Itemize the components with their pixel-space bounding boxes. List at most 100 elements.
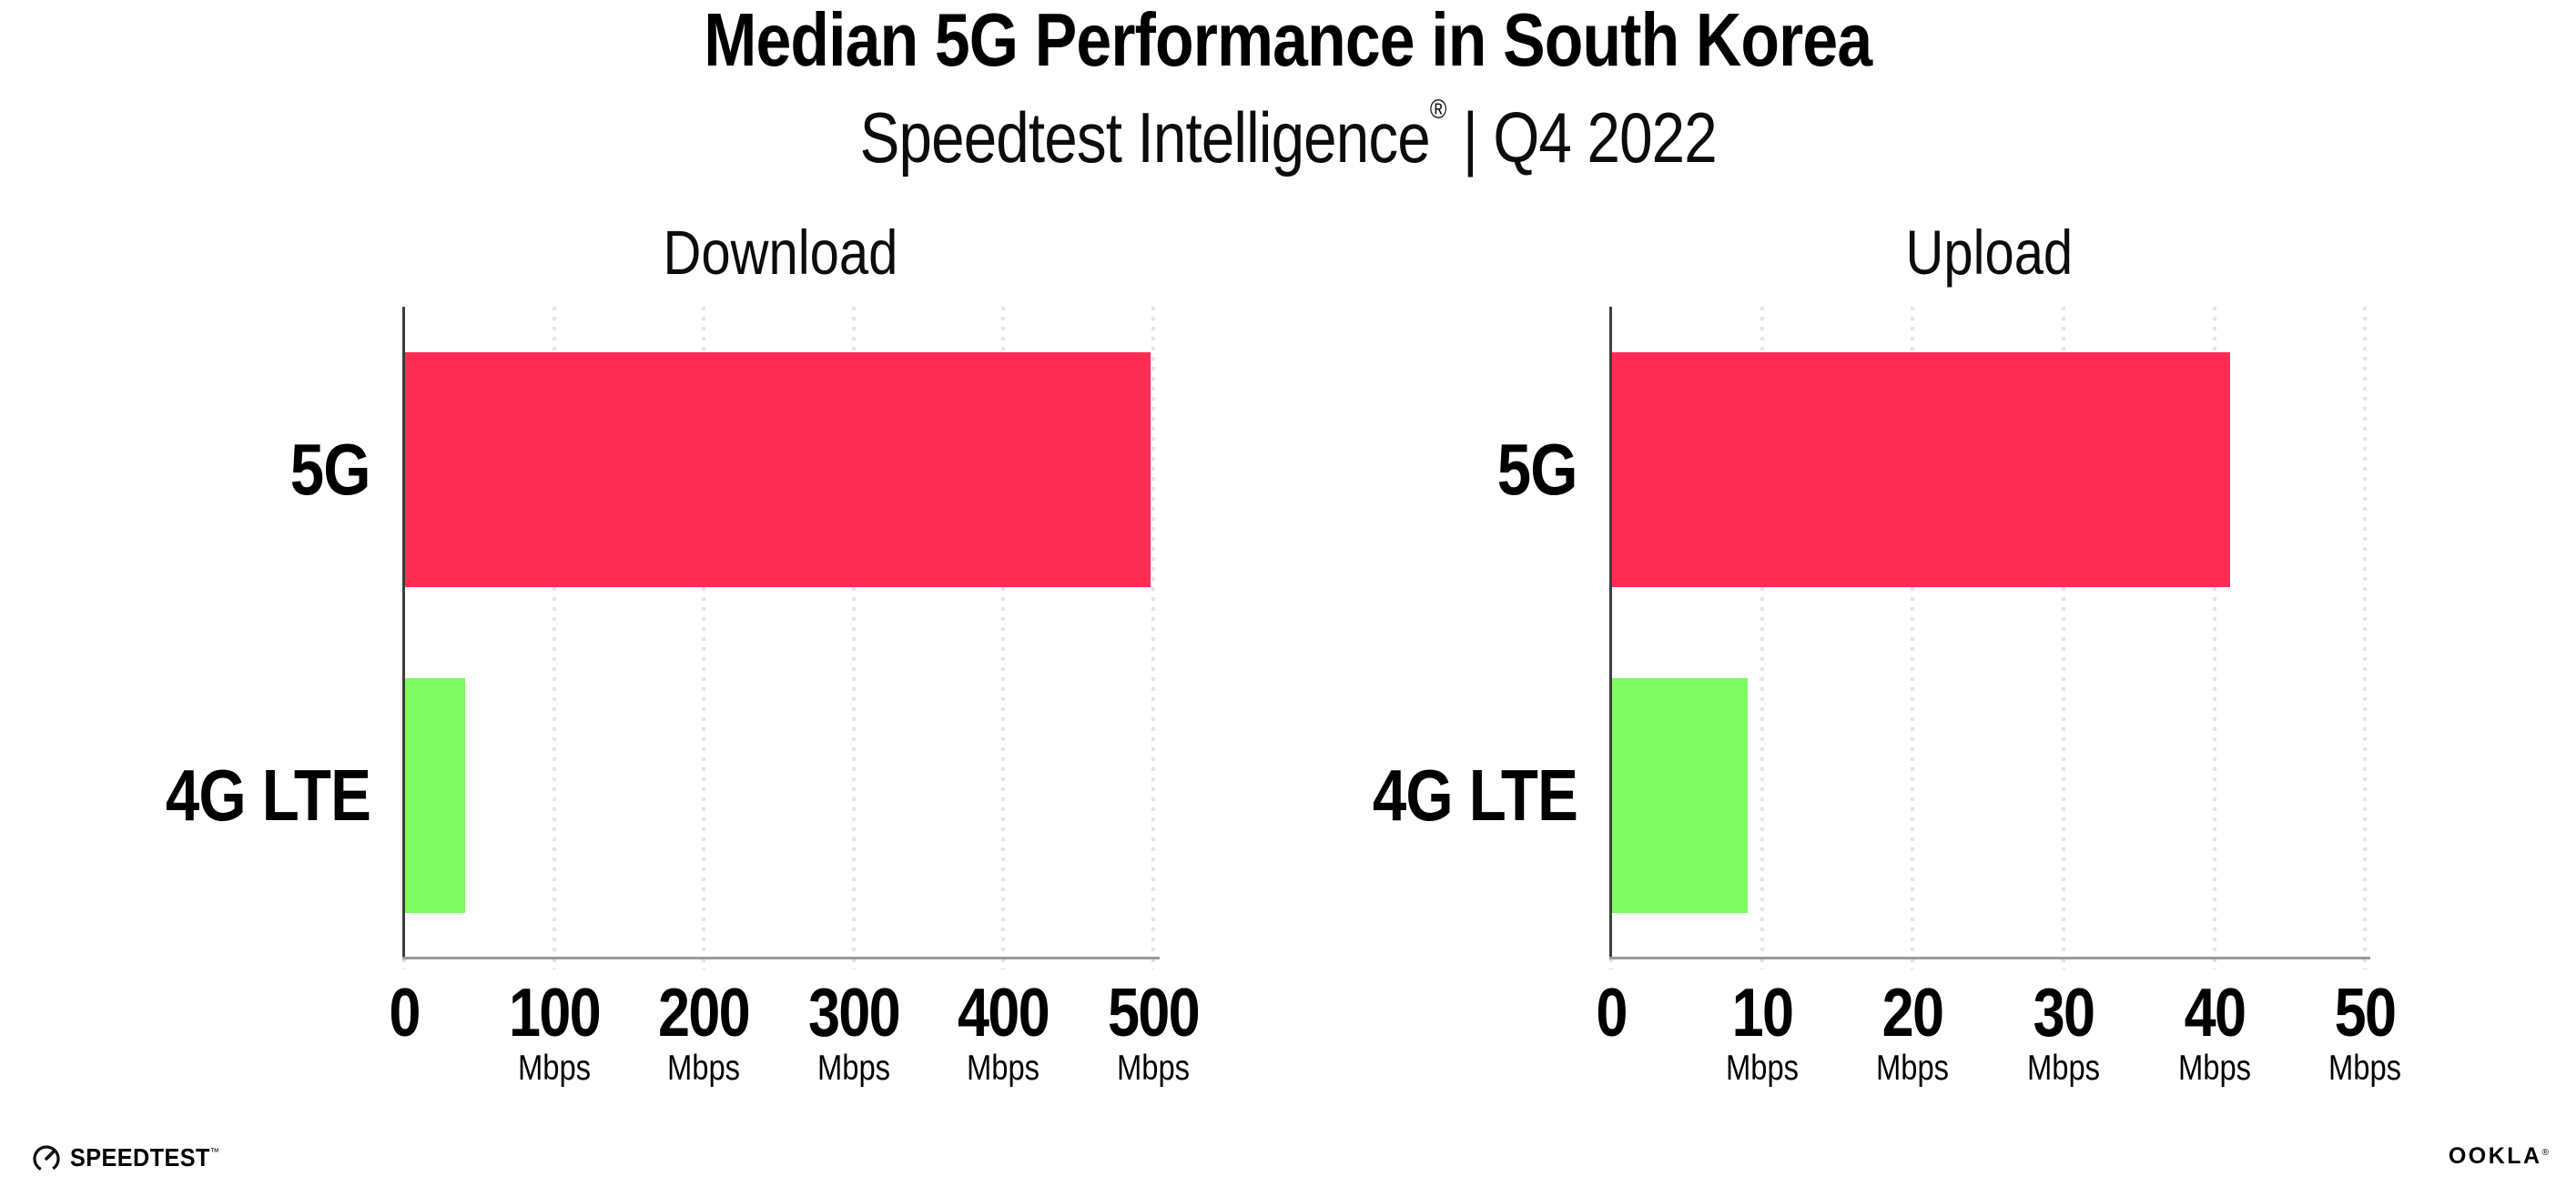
tick-label-20-upload: 20 Mbps [1803, 978, 2022, 1089]
chart-title-upload: Upload [1611, 221, 2367, 284]
y-axis-upload [1609, 307, 1612, 959]
gridline-30-upload [2062, 307, 2065, 957]
axis-tick-50-upload [2363, 959, 2368, 969]
category-label-5g-upload: 5G [1195, 429, 1578, 510]
tick-value-0-upload: 0 [1596, 974, 1628, 1050]
axis-tick-100-download [552, 959, 556, 969]
tick-label-40-upload: 40 Mbps [2105, 978, 2324, 1089]
tick-value-200-download: 200 [658, 974, 751, 1050]
tick-label-content-0-upload: 0 [1519, 978, 1703, 1047]
axis-tick-0-upload [1609, 959, 1613, 969]
chart-title-download: Download [404, 221, 1156, 284]
tick-label-content-100-download: 100 Mbps [462, 978, 646, 1089]
tick-label-content-10-upload: 10 Mbps [1670, 978, 1854, 1089]
axis-tick-30-upload [2062, 959, 2065, 969]
tick-value-10-upload: 10 [1731, 974, 1793, 1050]
category-label-text-5g-upload: 5G [1497, 429, 1578, 510]
tick-value-100-download: 100 [508, 974, 601, 1050]
chart-title-text-download: Download [663, 218, 898, 288]
gridline-200-download [702, 307, 706, 957]
gridline-100-download [552, 307, 556, 957]
tick-label-content-30-upload: 30 Mbps [1972, 978, 2155, 1089]
axis-tick-40-upload [2212, 959, 2216, 969]
subtitle-brand: Speedtest Intelligence [859, 97, 1430, 178]
category-label-text-4g-lte-upload: 4G LTE [1372, 755, 1578, 836]
tick-unit-300-download: Mbps [816, 1049, 890, 1088]
category-label-4g-lte-download: 4G LTE [0, 755, 371, 836]
axis-tick-10-upload [1760, 959, 1764, 969]
tick-label-0-download: 0 [295, 978, 513, 1047]
axis-tick-300-download [851, 959, 856, 969]
tick-unit-100-download: Mbps [517, 1049, 591, 1088]
tick-label-100-download: 100 Mbps [445, 978, 664, 1089]
tick-label-content-0-download: 0 [312, 978, 496, 1047]
subtitle-period: | Q4 2022 [1446, 97, 1718, 178]
tick-label-content-500-download: 500 Mbps [1061, 978, 1245, 1089]
gridline-500-download [1151, 307, 1155, 957]
gridline-50-upload [2363, 307, 2368, 957]
tick-unit-50-upload: Mbps [2328, 1049, 2402, 1088]
axis-tick-20-upload [1911, 959, 1915, 969]
speedtest-wordmark: SPEEDTEST™ [70, 1143, 219, 1172]
tick-value-40-upload: 40 [2184, 974, 2246, 1050]
tick-label-400-download: 400 Mbps [894, 978, 1112, 1089]
tick-label-300-download: 300 Mbps [745, 978, 963, 1089]
category-label-5g-download: 5G [0, 429, 371, 510]
category-label-text-4g-lte-download: 4G LTE [165, 755, 371, 836]
tick-value-500-download: 500 [1107, 974, 1201, 1050]
tick-label-content-400-download: 400 Mbps [911, 978, 1095, 1089]
subtitle-text: Speedtest Intelligence® | Q4 2022 [859, 95, 1718, 178]
tick-label-content-50-upload: 50 Mbps [2274, 978, 2458, 1089]
trademark-mark: ™ [209, 1147, 220, 1158]
tick-unit-30-upload: Mbps [2026, 1049, 2101, 1088]
ookla-wordmark: OOKLA® [2449, 1143, 2549, 1169]
tick-value-400-download: 400 [958, 974, 1050, 1050]
x-axis-download [402, 957, 1160, 959]
bar-4g-lte-upload [1612, 678, 1749, 913]
gridline-40-upload [2212, 307, 2216, 957]
chart-title-text-upload: Upload [1905, 218, 2073, 288]
bar-5g-download [405, 352, 1151, 587]
plot-area-upload [1611, 307, 2368, 957]
tick-label-content-200-download: 200 Mbps [612, 978, 796, 1089]
tick-value-300-download: 300 [807, 974, 901, 1050]
y-axis-download [402, 307, 405, 959]
speedtest-gauge-icon [33, 1145, 60, 1172]
tick-label-0-upload: 0 [1502, 978, 1720, 1047]
tick-label-10-upload: 10 Mbps [1653, 978, 1871, 1089]
tick-label-30-upload: 30 Mbps [1954, 978, 2173, 1089]
category-label-text-5g-download: 5G [290, 429, 371, 510]
tick-value-50-upload: 50 [2334, 974, 2397, 1050]
speedtest-logo: SPEEDTEST™ [30, 1140, 236, 1176]
axis-tick-200-download [702, 959, 706, 969]
ookla-wordmark-text: OOKLA [2448, 1143, 2542, 1169]
tick-label-500-download: 500 Mbps [1044, 978, 1263, 1089]
tick-value-20-upload: 20 [1881, 974, 1944, 1050]
tick-unit-20-upload: Mbps [1876, 1049, 1950, 1088]
tick-label-50-upload: 50 Mbps [2256, 978, 2474, 1089]
gridline-20-upload [1911, 307, 1915, 957]
gridline-10-upload [1760, 307, 1764, 957]
ookla-registered-mark: ® [2541, 1148, 2549, 1158]
category-label-4g-lte-upload: 4G LTE [1195, 755, 1578, 836]
bar-5g-upload [1612, 352, 2231, 587]
plot-area-download [404, 307, 1156, 957]
tick-unit-200-download: Mbps [667, 1049, 741, 1088]
tick-unit-40-upload: Mbps [2177, 1049, 2251, 1088]
axis-tick-400-download [1001, 959, 1006, 969]
tick-value-0-download: 0 [389, 974, 421, 1050]
axis-tick-500-download [1151, 959, 1155, 969]
axis-tick-0-download [402, 959, 406, 969]
tick-unit-400-download: Mbps [967, 1049, 1040, 1088]
ookla-logo: OOKLA® [2330, 1143, 2549, 1170]
gridline-400-download [1001, 307, 1006, 957]
bar-4g-lte-download [405, 678, 465, 913]
tick-label-content-20-upload: 20 Mbps [1821, 978, 2005, 1089]
tick-unit-10-upload: Mbps [1725, 1049, 1799, 1088]
page-title: Median 5G Performance in South Korea [0, 0, 2576, 80]
tick-value-30-upload: 30 [2033, 974, 2095, 1050]
tick-unit-500-download: Mbps [1116, 1049, 1190, 1088]
tick-label-200-download: 200 Mbps [594, 978, 813, 1089]
speedtest-wordmark-text: SPEEDTEST [70, 1143, 210, 1172]
